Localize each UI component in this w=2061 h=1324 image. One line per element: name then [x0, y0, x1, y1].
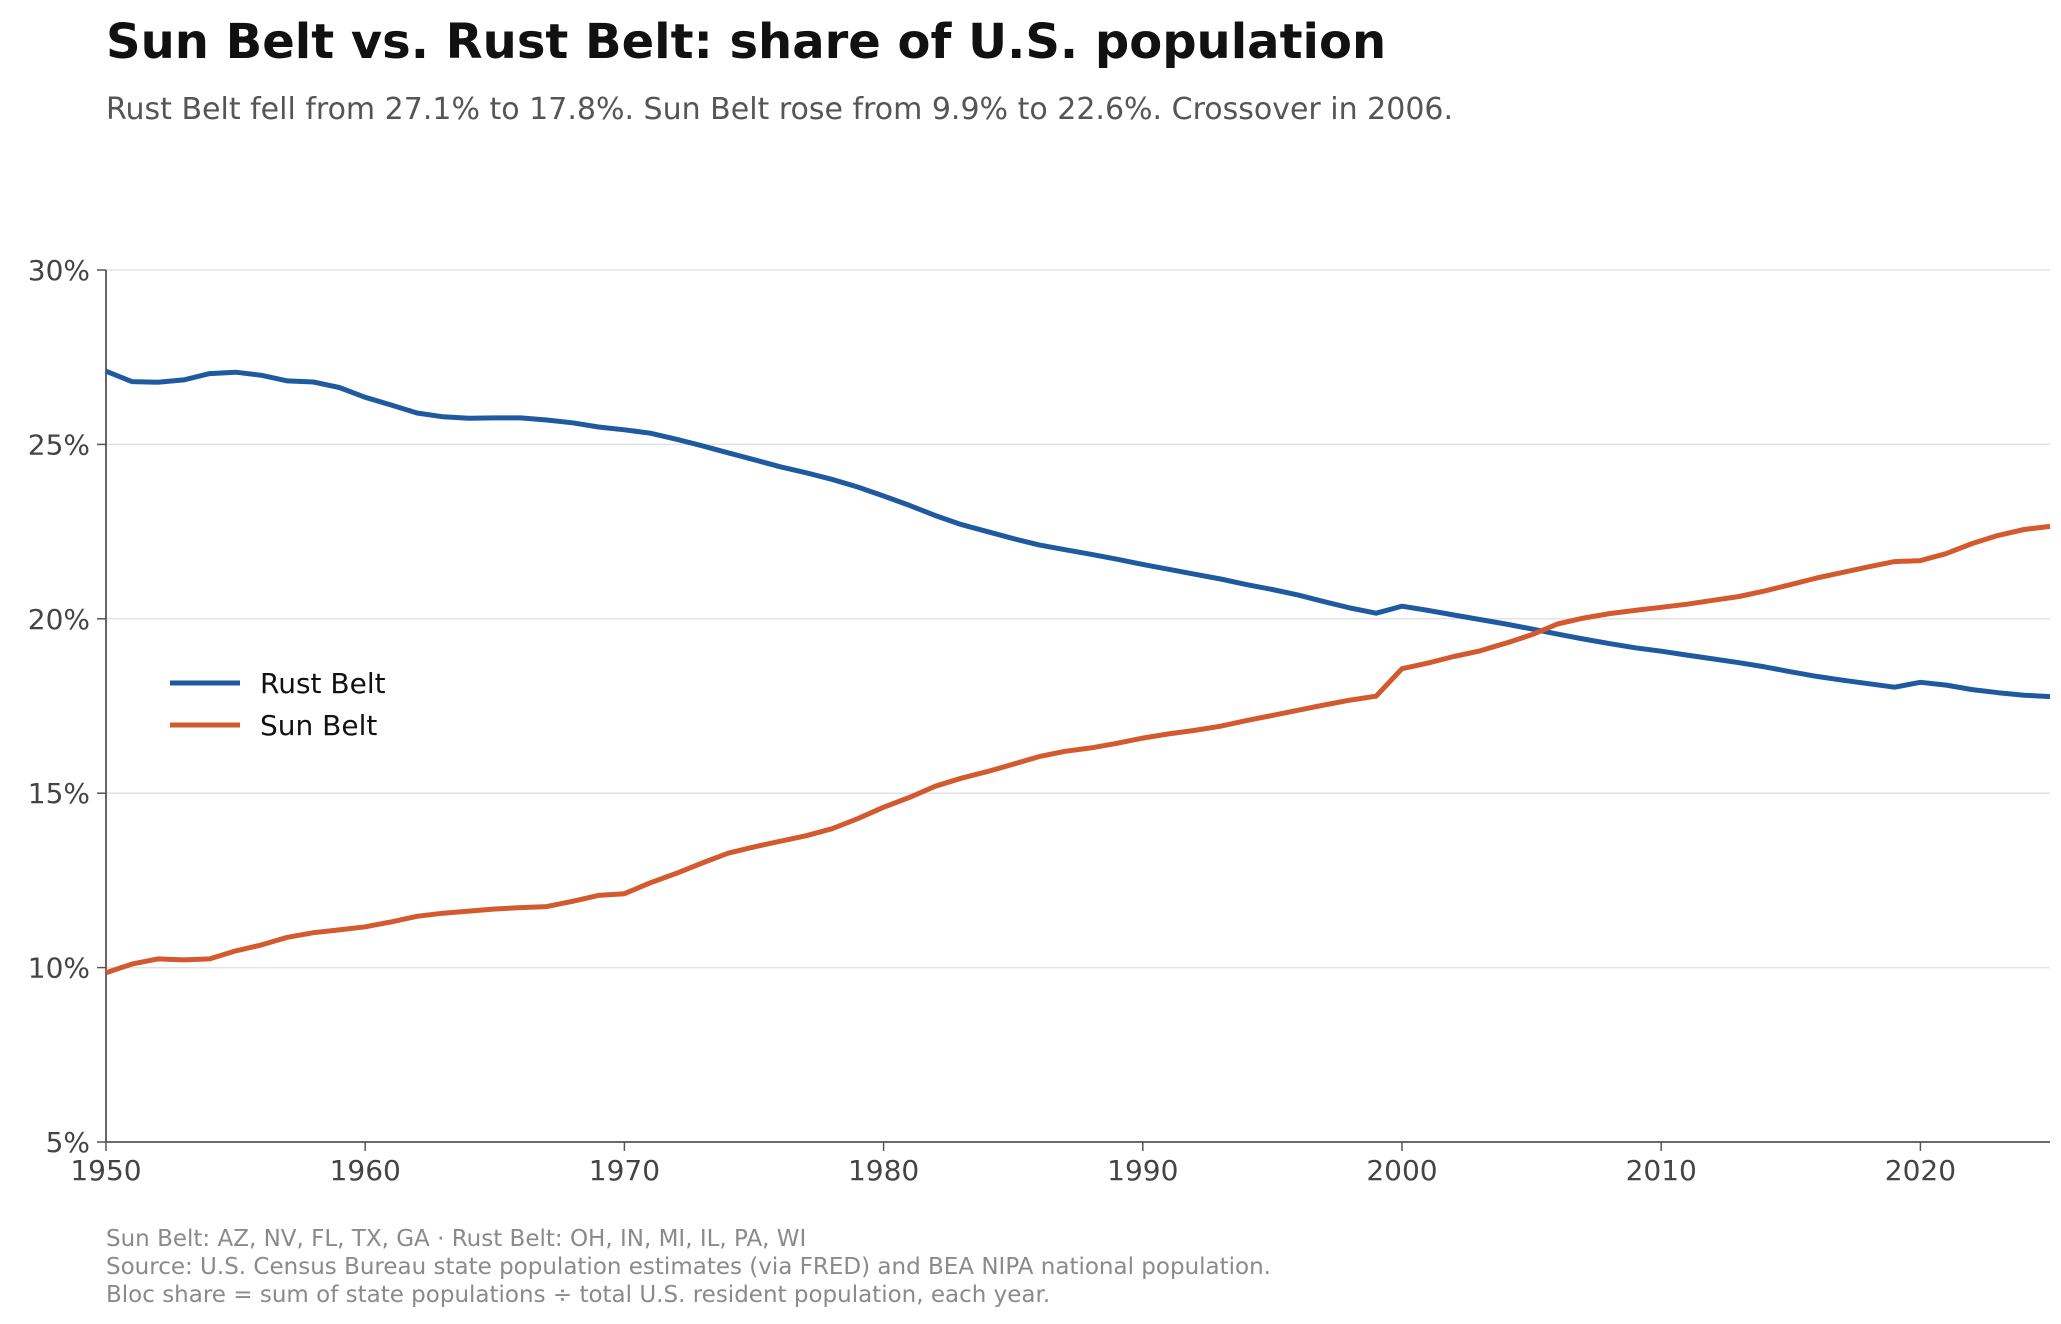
x-tick-label: 1960: [330, 1154, 401, 1187]
x-tick-label: 2010: [1626, 1154, 1697, 1187]
footnote-states: Sun Belt: AZ, NV, FL, TX, GA · Rust Belt…: [106, 1226, 807, 1252]
footnote-source: Source: U.S. Census Bureau state populat…: [106, 1254, 1271, 1280]
y-tick-label: 10%: [28, 952, 90, 985]
legend: Rust Belt Sun Belt: [170, 667, 386, 742]
chart-subtitle: Rust Belt fell from 27.1% to 17.8%. Sun …: [106, 92, 1454, 127]
axes: 5% 10% 15% 20% 25% 30% 1950 1960 1970 1980 1990 200…: [28, 254, 2050, 1187]
y-tick-label: 15%: [28, 777, 90, 810]
x-tick-label: 1990: [1107, 1154, 1178, 1187]
x-tick-label: 2000: [1366, 1154, 1437, 1187]
x-tick-label: 2020: [1885, 1154, 1956, 1187]
series-line-rust-belt: [105, 368, 2051, 700]
x-tick-label: 1970: [589, 1154, 660, 1187]
legend-label-rust-belt: Rust Belt: [260, 667, 386, 700]
chart-title: Sun Belt vs. Rust Belt: share of U.S. po…: [106, 14, 1387, 70]
x-tick-label: 1980: [848, 1154, 919, 1187]
series-line-sun-belt: [105, 523, 2051, 976]
y-tick-label: 25%: [28, 428, 90, 461]
series-lines: [105, 368, 2051, 976]
y-tick-label: 30%: [28, 254, 90, 287]
gridlines: [106, 269, 2050, 969]
x-tick-label: 1950: [70, 1154, 141, 1187]
y-tick-label: 5%: [46, 1126, 90, 1159]
footnote-method: Bloc share = sum of state populations ÷ …: [106, 1282, 1051, 1308]
y-tick-label: 20%: [28, 603, 90, 636]
legend-label-sun-belt: Sun Belt: [260, 709, 377, 742]
